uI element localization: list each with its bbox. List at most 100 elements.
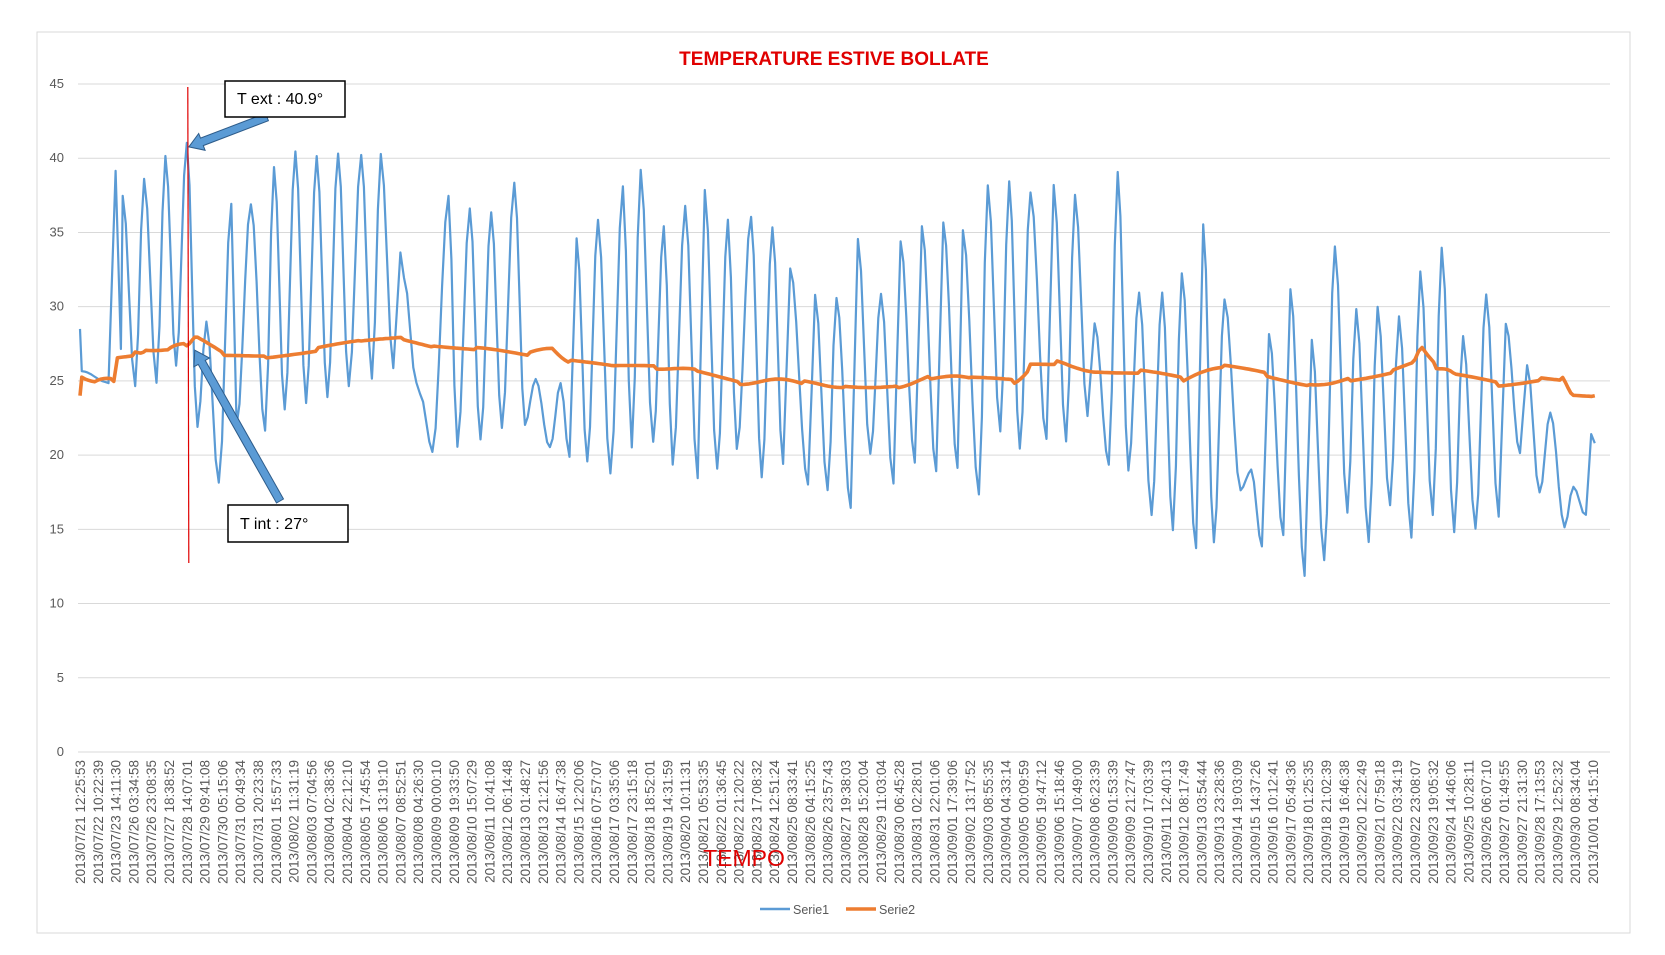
x-tick-label: 2013/07/29 09:41:08 [198, 760, 213, 884]
x-tick-label: 2013/09/23 19:05:32 [1426, 760, 1441, 884]
x-tick-label: 2013/08/09 19:33:50 [447, 760, 462, 884]
y-tick-label: 0 [57, 744, 64, 759]
x-tick-label: 2013/07/26 23:08:35 [144, 760, 159, 884]
x-tick-label: 2013/07/23 14:11:30 [109, 760, 124, 883]
x-tick-label: 2013/08/17 03:35:06 [607, 760, 622, 884]
x-tick-label: 2013/09/09 21:27:47 [1123, 760, 1138, 884]
x-tick-label: 2013/07/31 00:49:34 [233, 760, 248, 884]
x-tick-label: 2013/08/19 14:31:59 [660, 760, 675, 884]
x-tick-label: 2013/08/11 10:41:08 [482, 760, 497, 883]
x-tick-label: 2013/09/30 08:34:04 [1568, 760, 1583, 884]
legend: Serie1 Serie2 [760, 903, 915, 917]
plot-area [78, 141, 1596, 578]
x-tick-label: 2013/09/06 15:18:46 [1052, 760, 1067, 884]
y-axis: 0 5 10 15 20 25 30 35 40 45 [50, 76, 64, 759]
x-tick-label: 2013/09/09 01:53:39 [1105, 760, 1120, 884]
x-tick-label: 2013/09/13 03:54:44 [1194, 760, 1209, 884]
x-tick-label: 2013/08/09 00:00:10 [429, 760, 444, 884]
legend-label-serie2: Serie2 [879, 903, 915, 917]
x-tick-label: 2013/08/20 10:11:31 [678, 760, 693, 883]
x-tick-label: 2013/08/17 23:15:18 [625, 760, 640, 884]
x-axis-title: TEMPO [703, 845, 785, 871]
x-tick-label: 2013/08/30 06:45:28 [892, 760, 907, 884]
x-tick-label: 2013/09/13 23:28:36 [1212, 760, 1227, 884]
x-tick-label: 2013/08/02 11:31:19 [287, 760, 302, 883]
x-tick-label: 2013/09/28 17:13:53 [1533, 760, 1548, 884]
legend-label-serie1: Serie1 [793, 903, 829, 917]
x-tick-label: 2013/09/07 10:49:00 [1070, 760, 1085, 884]
x-tick-label: 2013/08/24 12:51:24 [767, 760, 782, 884]
x-tick-label: 2013/07/26 03:34:58 [126, 760, 141, 884]
x-tick-label: 2013/09/22 23:08:07 [1408, 760, 1423, 884]
x-tick-label: 2013/09/14 19:03:09 [1230, 760, 1245, 884]
x-tick-label: 2013/09/16 10:12:41 [1266, 760, 1281, 884]
y-tick-label: 45 [50, 76, 64, 91]
x-tick-label: 2013/09/27 01:49:55 [1497, 760, 1512, 884]
x-tick-label: 2013/09/24 14:46:06 [1444, 760, 1459, 884]
x-tick-label: 2013/08/25 08:33:41 [785, 760, 800, 884]
x-tick-label: 2013/09/02 13:17:52 [963, 760, 978, 884]
x-tick-label: 2013/08/03 07:04:56 [304, 760, 319, 884]
x-tick-label: 2013/09/01 17:39:06 [945, 760, 960, 884]
x-tick-label: 2013/08/06 13:19:10 [376, 760, 391, 884]
x-tick-label: 2013/08/12 06:14:48 [500, 760, 515, 884]
x-tick-label: 2013/09/15 14:37:26 [1248, 760, 1263, 884]
y-tick-label: 15 [50, 521, 64, 536]
x-tick-label: 2013/09/21 07:59:18 [1372, 760, 1387, 884]
arrow-icon-ext [187, 112, 270, 151]
x-tick-label: 2013/08/31 22:01:06 [927, 760, 942, 884]
series-line-serie1 [78, 141, 1596, 578]
x-tick-label: 2013/09/27 21:31:30 [1515, 760, 1530, 884]
x-tick-label: 2013/08/01 15:57:33 [269, 760, 284, 884]
x-tick-label: 2013/10/01 04:15:10 [1586, 760, 1601, 884]
x-tick-label: 2013/08/16 07:57:07 [589, 760, 604, 884]
x-tick-label: 2013/07/30 05:15:06 [215, 760, 230, 884]
x-tick-label: 2013/08/13 01:48:27 [518, 760, 533, 884]
annotation-box-int [227, 504, 349, 543]
marker-line [187, 86, 190, 564]
x-tick-label: 2013/08/18 18:52:01 [643, 760, 658, 884]
x-tick-label: 2013/08/04 22:12:10 [340, 760, 355, 884]
x-tick-label: 2013/09/05 19:47:12 [1034, 760, 1049, 884]
x-tick-label: 2013/09/18 21:02:39 [1319, 760, 1334, 884]
annotation-box-ext [224, 80, 346, 118]
x-tick-label: 2013/07/31 20:23:38 [251, 760, 266, 884]
annotations: T ext : 40.9° T int : 27° [187, 80, 349, 564]
annotation-ext: T ext : 40.9° [237, 91, 323, 108]
x-tick-label: 2013/08/08 04:26:30 [411, 760, 426, 884]
x-tick-label: 2013/08/07 08:52:51 [393, 760, 408, 884]
x-tick-label: 2013/09/17 05:49:36 [1283, 760, 1298, 884]
chart-title: TEMPERATURE ESTIVE BOLLATE [679, 49, 989, 70]
arrow-icon-int [193, 349, 285, 504]
x-tick-label: 2013/09/19 16:46:38 [1337, 760, 1352, 884]
x-tick-label: 2013/08/31 02:28:01 [910, 760, 925, 884]
x-tick-label: 2013/08/26 04:15:25 [803, 760, 818, 884]
y-tick-label: 30 [50, 299, 64, 314]
x-tick-label: 2013/09/18 01:25:35 [1301, 760, 1316, 884]
x-tick-label: 2013/08/13 21:21:56 [536, 760, 551, 884]
x-tick-label: 2013/08/23 17:08:32 [749, 760, 764, 884]
x-tick-label: 2013/07/27 18:38:52 [162, 760, 177, 884]
x-tick-label: 2013/09/11 12:40:13 [1159, 760, 1174, 883]
series-line-serie2 [78, 335, 1596, 399]
y-tick-label: 35 [50, 224, 64, 239]
x-tick-label: 2013/07/28 14:07:01 [180, 760, 195, 884]
y-tick-label: 5 [57, 670, 64, 685]
x-tick-label: 2013/09/04 04:33:14 [999, 760, 1014, 884]
x-tick-label: 2013/08/10 15:07:29 [465, 760, 480, 884]
x-tick-label: 2013/08/27 19:38:03 [838, 760, 853, 884]
annotation-int: T int : 27° [240, 516, 308, 533]
x-tick-label: 2013/08/29 11:03:04 [874, 760, 889, 883]
x-axis: 2013/07/21 12:25:53 2013/07/22 10:22:39 20… [73, 760, 1601, 884]
y-tick-label: 20 [50, 447, 64, 462]
x-tick-label: 2013/09/29 12:52:32 [1550, 760, 1565, 884]
x-tick-label: 2013/08/05 17:45:54 [358, 760, 373, 884]
x-tick-label: 2013/09/03 08:55:35 [981, 760, 996, 884]
y-tick-label: 10 [50, 596, 64, 611]
x-tick-label: 2013/09/22 03:34:19 [1390, 760, 1405, 884]
x-tick-label: 2013/07/21 12:25:53 [73, 760, 88, 884]
x-tick-label: 2013/09/12 08:17:49 [1177, 760, 1192, 884]
x-tick-label: 2013/08/22 21:20:22 [732, 760, 747, 884]
y-tick-label: 40 [50, 150, 64, 165]
